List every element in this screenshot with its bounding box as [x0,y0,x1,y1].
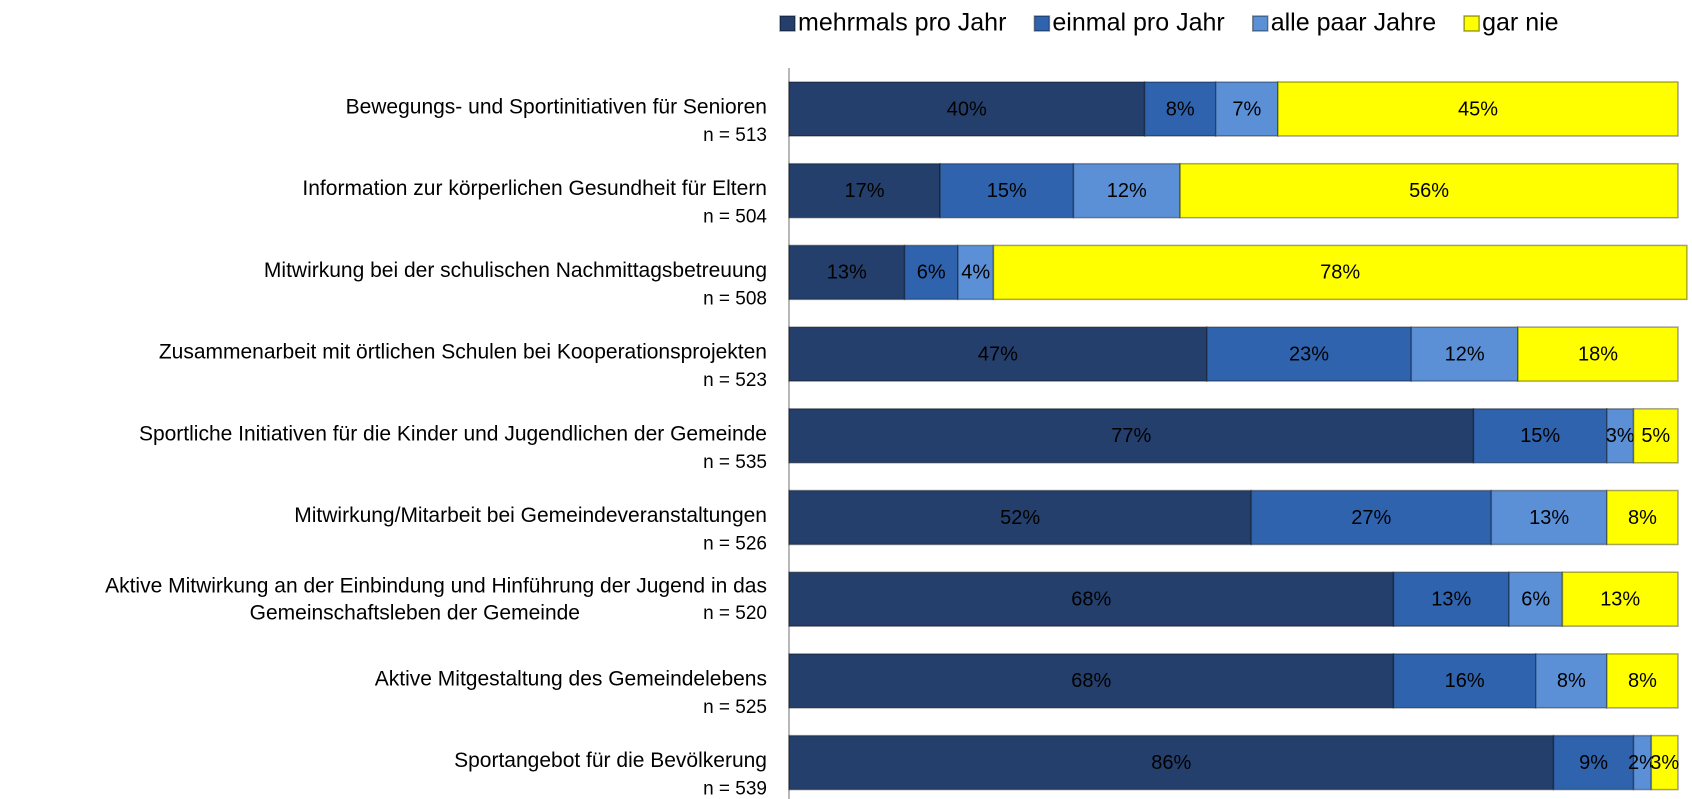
bar-segment [1277,81,1679,137]
sample-size: n = 508 [703,288,767,309]
legend-swatch [1251,15,1269,32]
category-label: Information zur körperlichen Gesundheit … [302,177,767,200]
value-label: 8% [1628,507,1657,529]
bar-segment [1392,571,1510,627]
legend-swatch [1463,15,1480,32]
bar-segment [1143,81,1217,137]
bar-segment [1490,489,1608,546]
value-label: 13% [1529,507,1569,529]
bar-segment [788,326,1208,382]
value-label: 5% [1641,425,1670,447]
bar-segment [788,571,1395,627]
bar-segment [1606,489,1679,546]
value-label: 15% [1520,425,1560,447]
value-label: 15% [987,180,1027,202]
bar-segment [788,489,1253,546]
sample-size: n = 539 [703,779,767,799]
bar-segment [1508,571,1564,627]
value-label: 40% [947,98,987,120]
value-label: 16% [1445,670,1485,692]
value-label: 27% [1351,507,1391,529]
bar-segment [1606,408,1635,464]
bar-segment [903,244,959,301]
sample-size: n = 523 [703,370,767,391]
bar-segment [1632,408,1679,464]
value-label: 18% [1578,343,1618,365]
bar-segment [788,408,1475,464]
bar-segment [1606,653,1679,709]
value-label: 13% [827,262,867,284]
value-label: 56% [1409,180,1449,202]
sample-size: n = 525 [703,697,767,718]
sample-size: n = 513 [703,125,767,146]
value-label: 23% [1289,343,1329,365]
value-label: 52% [1000,507,1040,529]
legend-label: gar nie [1482,9,1558,37]
bar-segment [1206,326,1413,382]
category-label: Mitwirkung/Mitarbeit bei Gemeindeveranst… [294,504,767,527]
bar-segment [1214,81,1279,137]
value-label: 2% [1628,752,1657,774]
bar-segment [1392,653,1537,709]
value-label: 8% [1166,98,1195,120]
category-label: Bewegungs- und Sportinitiativen für Seni… [346,96,767,119]
category-label: Gemeinschaftsleben der Gemeinde [250,602,580,625]
category-label: Aktive Mitwirkung an der Einbindung und … [105,575,767,598]
legend-label: alle paar Jahre [1271,9,1436,37]
value-label: 7% [1232,98,1261,120]
category-label: Aktive Mitgestaltung des Gemeindelebens [375,667,767,690]
bar-segment [1517,326,1679,382]
sample-size: n = 520 [703,603,767,624]
bar-segment [788,244,906,301]
value-label: 13% [1431,588,1471,610]
value-label: 77% [1111,425,1151,447]
value-label: 45% [1458,98,1498,120]
legend-label: mehrmals pro Jahr [798,9,1006,37]
bar-segment [1179,162,1679,219]
sample-size: n = 504 [703,207,767,228]
bar-segment [788,653,1395,709]
bar-segment [1650,734,1679,791]
legend-label: einmal pro Jahr [1052,9,1224,37]
value-label: 68% [1071,670,1111,692]
value-label: 17% [845,180,885,202]
legend-swatch [779,15,796,32]
value-label: 8% [1557,670,1586,692]
sample-size: n = 526 [703,534,767,555]
value-label: 12% [1445,343,1485,365]
value-label: 9% [1579,752,1608,774]
bar-segment [788,734,1555,791]
sample-size: n = 535 [703,452,767,473]
value-label: 8% [1628,670,1657,692]
value-label: 13% [1600,588,1640,610]
value-label: 47% [978,343,1018,365]
value-label: 78% [1320,262,1360,284]
value-label: 4% [961,262,990,284]
value-label: 3% [1606,425,1635,447]
value-label: 86% [1151,752,1191,774]
value-label: 12% [1107,180,1147,202]
bar-segment [1410,326,1519,382]
category-label: Sportliche Initiativen für die Kinder un… [139,422,767,445]
bar-segment [1552,734,1635,791]
bar-segment [939,162,1075,219]
bar-segment [957,244,995,301]
value-label: 68% [1071,588,1111,610]
bar-segment [992,244,1688,301]
bar-segment [1561,571,1679,627]
legend-swatch [1033,15,1051,32]
category-label: Zusammenarbeit mit örtlichen Schulen bei… [159,341,767,364]
category-label: Mitwirkung bei der schulischen Nachmitta… [264,259,767,282]
category-label: Sportangebot für die Bevölkerung [454,749,767,772]
value-label: 6% [1521,588,1550,610]
value-label: 6% [917,262,946,284]
bar-segment [1472,408,1608,464]
value-label: 3% [1650,752,1679,774]
